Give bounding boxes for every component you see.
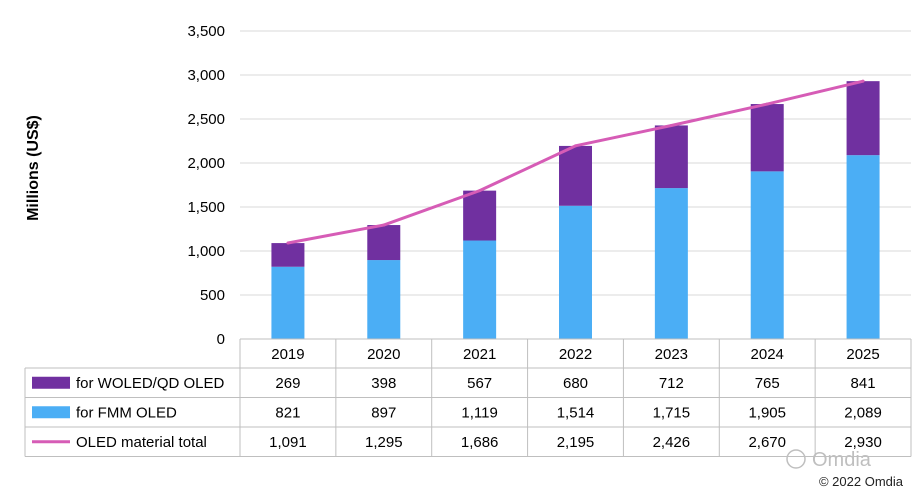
line-point (861, 79, 865, 83)
y-tick-label: 3,500 (187, 23, 225, 40)
line-point (478, 189, 482, 193)
legend-swatch (32, 406, 70, 419)
y-axis-title: Millions (US$) (25, 115, 42, 221)
bar-woled-qd-oled (654, 125, 688, 189)
data-label: 2,089 (844, 404, 882, 421)
watermark-text: Omdia (812, 449, 872, 471)
y-tick-label: 1,000 (187, 243, 225, 260)
y-tick-label: 500 (200, 287, 225, 304)
data-label: 2,195 (557, 434, 595, 451)
line-point (286, 241, 290, 245)
data-label: 821 (275, 404, 300, 421)
data-label: 765 (755, 375, 780, 392)
total-line (286, 79, 865, 245)
line-point (669, 124, 673, 128)
bar-fmm-oled (367, 260, 401, 339)
bar-fmm-oled (654, 188, 688, 339)
legend-label: OLED material total (76, 434, 207, 451)
bar-fmm-oled (271, 266, 305, 339)
bar-woled-qd-oled (367, 225, 401, 261)
wechat-icon (786, 449, 806, 469)
data-label: 1,295 (365, 434, 403, 451)
data-label: 897 (371, 404, 396, 421)
x-tick-label: 2022 (559, 346, 592, 363)
data-label: 712 (659, 375, 684, 392)
line-point (574, 144, 577, 148)
copyright-text: © 2022 Omdia (819, 474, 904, 489)
legend-swatch (32, 376, 70, 389)
data-table: 2019 2020 2021 2022 2023 2024 2025 for WOLED/QD… (24, 338, 912, 457)
data-label: 1,091 (269, 434, 307, 451)
data-label: 1,119 (461, 404, 497, 421)
y-tick-label: 3,000 (187, 67, 225, 84)
data-label: 2,930 (844, 434, 882, 451)
data-label: 1,514 (557, 404, 595, 421)
x-tick-label: 2019 (271, 346, 304, 363)
bars (271, 81, 880, 339)
data-label: 1,905 (748, 404, 786, 421)
x-tick-label: 2020 (367, 346, 400, 363)
data-label: 1,715 (653, 404, 691, 421)
data-label: 1,686 (461, 434, 499, 451)
legend-label: for WOLED/QD OLED (76, 375, 225, 392)
x-tick-label: 2024 (751, 346, 784, 363)
y-tick-label: 2,000 (187, 155, 225, 172)
y-tick-label: 1,500 (187, 199, 225, 216)
data-label: 2,670 (748, 434, 786, 451)
data-label: 680 (563, 375, 588, 392)
x-tick-label: 2021 (463, 346, 496, 363)
y-axis: 0 500 1,000 1,500 2,000 2,500 3,000 3,500 (187, 23, 225, 348)
legend-label: for FMM OLED (76, 404, 177, 421)
x-tick-label: 2025 (846, 346, 879, 363)
bar-fmm-oled (463, 240, 497, 339)
data-label: 269 (275, 375, 300, 392)
bar-woled-qd-oled (846, 81, 880, 156)
line-point (765, 102, 769, 106)
bar-woled-qd-oled (271, 243, 305, 267)
data-label: 567 (467, 375, 492, 392)
bar-fmm-oled (750, 171, 784, 339)
bar-fmm-oled (559, 205, 592, 339)
x-tick-label: 2023 (655, 346, 688, 363)
watermark: Omdia (786, 449, 872, 471)
bar-woled-qd-oled (463, 190, 497, 241)
bar-woled-qd-oled (750, 104, 784, 172)
y-tick-label: 2,500 (187, 111, 225, 128)
y-tick-label: 0 (217, 331, 225, 348)
bar-woled-qd-oled (559, 145, 592, 206)
data-label: 2,426 (653, 434, 691, 451)
data-label: 841 (851, 375, 876, 392)
line-point (382, 223, 386, 227)
data-label: 398 (371, 375, 396, 392)
bar-fmm-oled (846, 155, 880, 339)
